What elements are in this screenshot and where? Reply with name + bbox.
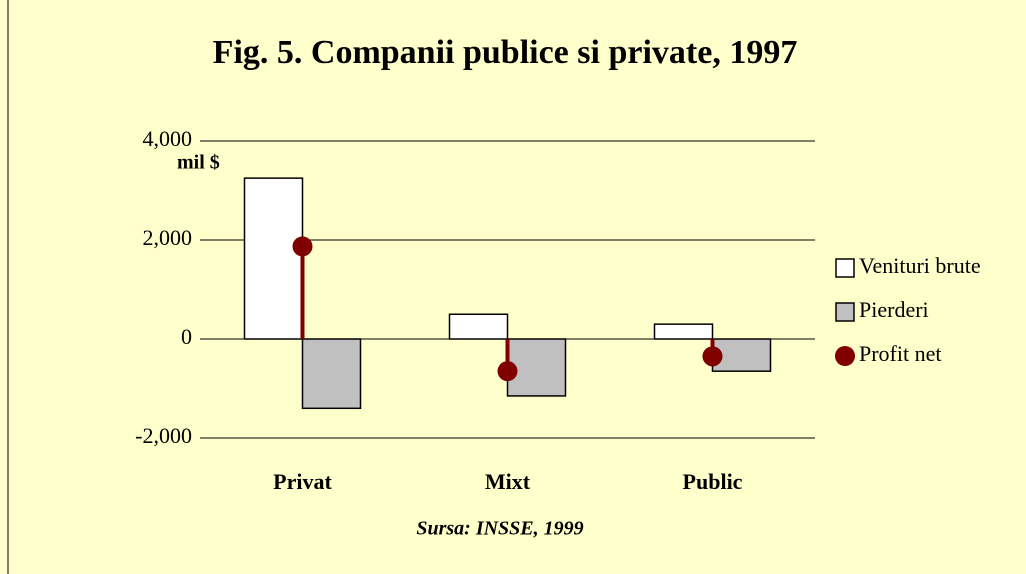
legend-label: Pierderi bbox=[859, 297, 929, 322]
legend-swatch bbox=[835, 302, 855, 322]
source: Sursa: INSSE, 1999 bbox=[416, 518, 583, 540]
y-axis-label: mil $ bbox=[177, 152, 220, 174]
x-tick-label: Mixt bbox=[485, 469, 531, 494]
y-tick-label: 4,000 bbox=[143, 126, 193, 151]
bar bbox=[301, 338, 362, 410]
legend-swatch bbox=[835, 346, 855, 366]
dot bbox=[702, 346, 723, 367]
legend-swatch bbox=[835, 258, 855, 278]
x-tick-label: Public bbox=[683, 469, 743, 494]
bar bbox=[243, 177, 304, 340]
bar bbox=[448, 313, 509, 340]
y-tick-label: 2,000 bbox=[143, 225, 193, 250]
dot bbox=[292, 236, 313, 257]
dot bbox=[497, 361, 518, 382]
chart-title: Fig. 5. Companii publice si private, 199… bbox=[213, 34, 798, 71]
legend-label: Venituri brute bbox=[859, 253, 981, 278]
x-tick-label: Privat bbox=[273, 469, 332, 494]
y-tick-label: 0 bbox=[181, 324, 192, 349]
legend-label: Profit net bbox=[859, 341, 942, 366]
y-tick-label: -2,000 bbox=[135, 423, 192, 448]
bar bbox=[653, 323, 714, 340]
